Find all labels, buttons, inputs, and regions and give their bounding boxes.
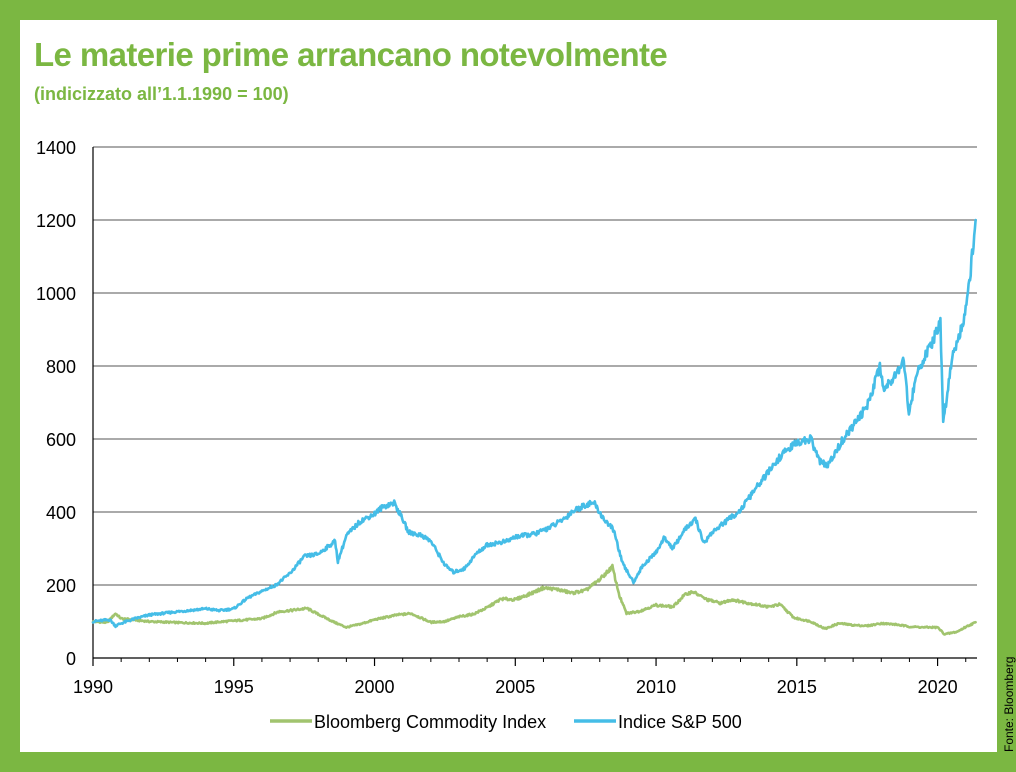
series-lines xyxy=(91,218,977,636)
x-tick-label: 1990 xyxy=(73,677,113,697)
legend-label-commodity: Bloomberg Commodity Index xyxy=(314,712,546,732)
y-tick-label: 1000 xyxy=(36,284,76,304)
x-tick-label: 2000 xyxy=(355,677,395,697)
chart-title: Le materie prime arrancano notevolmente xyxy=(34,36,668,73)
x-tick-label: 2005 xyxy=(495,677,535,697)
y-tick-label: 1400 xyxy=(36,138,76,158)
x-tick-label: 1995 xyxy=(214,677,254,697)
chart-panel xyxy=(20,20,997,752)
x-tick-label: 2020 xyxy=(918,677,958,697)
legend-label-sp500: Indice S&P 500 xyxy=(618,712,742,732)
y-tick-label: 0 xyxy=(66,649,76,669)
y-tick-label: 600 xyxy=(46,430,76,450)
x-axis: 1990 1995 2000 2005 2010 2015 2020 xyxy=(73,657,977,697)
x-tick-label: 2010 xyxy=(636,677,676,697)
y-tick-label: 1200 xyxy=(36,211,76,231)
x-tick-label: 2015 xyxy=(777,677,817,697)
series-line-sp500 xyxy=(91,218,977,629)
y-tick-label: 200 xyxy=(46,576,76,596)
chart-subtitle: (indicizzato all’1.1.1990 = 100) xyxy=(34,84,289,104)
source-note: Fonte: Bloomberg xyxy=(1002,656,1016,752)
y-tick-label: 800 xyxy=(46,357,76,377)
y-tick-label: 400 xyxy=(46,503,76,523)
legend: Bloomberg Commodity Index Indice S&P 500 xyxy=(270,712,742,732)
y-axis: 0 200 400 600 800 1000 1200 1400 xyxy=(36,138,94,669)
grid-lines xyxy=(93,146,977,586)
series-line-commodity xyxy=(91,563,977,636)
